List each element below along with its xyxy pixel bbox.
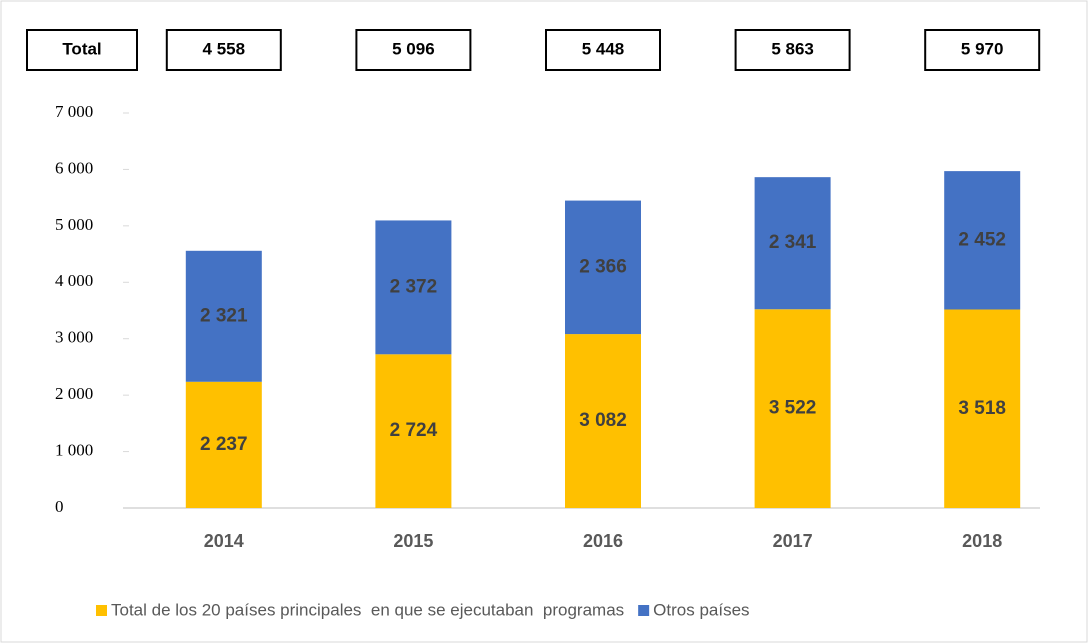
- total-box: [165, 29, 282, 71]
- bar-segment: [565, 334, 641, 508]
- legend-swatch: [638, 605, 650, 616]
- data-label: 2 321: [200, 305, 248, 326]
- total-value: 5 448: [582, 39, 625, 58]
- y-tick-label: 5 000: [55, 215, 93, 234]
- y-tick-label: 7 000: [55, 102, 93, 121]
- y-tick-label: 2 000: [55, 384, 93, 403]
- bar-segment: [565, 200, 641, 335]
- bar-segment: [944, 171, 1021, 310]
- x-tick-label: 2014: [204, 531, 244, 551]
- x-tick-label: 2017: [773, 531, 813, 551]
- bar-segment: [944, 309, 1021, 508]
- legend-label: Total de los 20 países principales en qu…: [111, 600, 624, 619]
- data-label: 2 724: [390, 420, 438, 441]
- x-tick-label: 2016: [583, 531, 623, 551]
- total-value: 4 558: [203, 39, 246, 58]
- total-label: Total: [62, 39, 101, 58]
- y-tick-label: 1 000: [55, 440, 93, 459]
- data-label: 2 452: [958, 229, 1006, 250]
- bar-segment: [754, 177, 831, 310]
- total-value: 5 096: [392, 39, 435, 58]
- legend-label: Otros países: [653, 600, 749, 619]
- bar-segment: [375, 354, 452, 508]
- total-box: [924, 29, 1041, 71]
- data-label: 2 341: [769, 232, 817, 253]
- total-label-box: [26, 29, 138, 71]
- bar-segment: [185, 250, 262, 382]
- data-label: 2 237: [200, 434, 248, 455]
- y-tick-label: 6 000: [55, 158, 93, 177]
- y-tick-label: 4 000: [55, 271, 93, 290]
- x-tick-label: 2018: [962, 531, 1002, 551]
- total-box: [355, 29, 472, 71]
- bar-segment: [375, 220, 452, 355]
- data-label: 2 366: [579, 256, 627, 277]
- legend-swatch: [96, 605, 107, 616]
- total-value: 5 970: [961, 39, 1004, 58]
- data-label: 3 522: [769, 398, 817, 419]
- y-tick-label: 0: [55, 497, 64, 516]
- bar-segment: [185, 381, 262, 508]
- data-label: 3 518: [958, 398, 1006, 419]
- bar-segment: [754, 309, 831, 508]
- total-value: 5 863: [771, 39, 814, 58]
- data-label: 3 082: [579, 410, 627, 431]
- x-tick-label: 2015: [393, 531, 433, 551]
- total-box: [545, 29, 661, 71]
- total-box: [734, 29, 851, 71]
- data-label: 2 372: [390, 276, 438, 297]
- y-tick-label: 3 000: [55, 328, 93, 347]
